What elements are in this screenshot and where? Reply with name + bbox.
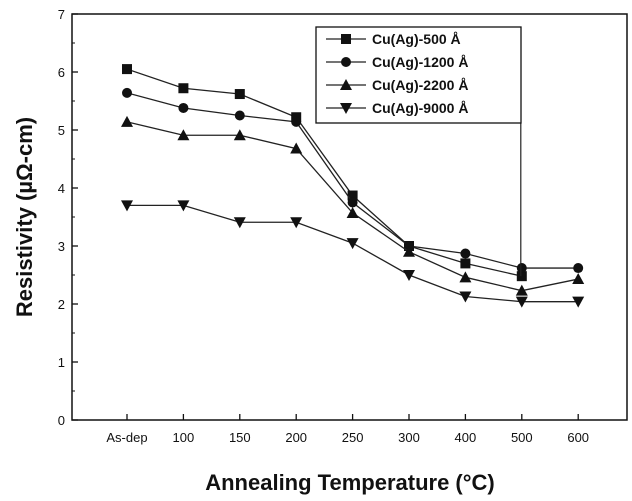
series-4-point (459, 291, 472, 303)
series-3 (121, 115, 585, 296)
series-4-point (233, 217, 246, 229)
x-tick-label: 600 (567, 430, 589, 445)
x-tick-label: 500 (511, 430, 533, 445)
series-4-point (121, 200, 133, 212)
y-tick-label: 4 (58, 181, 65, 196)
series-4-point (403, 270, 415, 281)
series-3-point (459, 271, 472, 283)
series-1-point (234, 89, 245, 100)
series-4-point (177, 200, 190, 212)
series-2-point (516, 263, 527, 274)
y-tick-label: 7 (58, 7, 65, 22)
legend-item: Cu(Ag)-500 Å (326, 31, 461, 47)
series-1-point (122, 64, 132, 75)
x-tick-label: 250 (342, 430, 364, 445)
series-1-point (347, 190, 358, 201)
x-axis-label: Annealing Temperature (°C) (205, 470, 495, 495)
series-4-point (515, 296, 528, 308)
series-4-point (346, 238, 359, 250)
series-3-point (346, 206, 359, 218)
series-3-point (290, 142, 303, 154)
series-layer (121, 64, 585, 308)
series-2-point (178, 102, 189, 113)
x-tick-label: 150 (229, 430, 251, 445)
legend-marker (341, 34, 351, 44)
y-tick-label: 1 (58, 355, 65, 370)
y-axis: 0 1 2 3 4 5 6 7 (58, 7, 78, 428)
series-4 (121, 200, 585, 308)
legend-label: Cu(Ag)-500 Å (372, 31, 461, 47)
legend-item: Cu(Ag)-1200 Å (326, 54, 468, 70)
series-3-point (515, 284, 528, 296)
series-2-point (460, 248, 471, 259)
legend: Cu(Ag)-500 Å Cu(Ag)-1200 Å Cu(Ag)-2200 Å Cu… (315, 26, 522, 124)
series-2-point (122, 87, 132, 98)
series-3-point (403, 245, 415, 257)
series-1-point (516, 271, 527, 282)
series-2-point (347, 197, 358, 208)
series-3-point (572, 273, 585, 285)
legend-marker (341, 57, 351, 67)
series-2-point (291, 116, 302, 127)
legend-label: Cu(Ag)-1200 Å (372, 54, 468, 70)
series-1-point (178, 83, 189, 94)
x-tick-label: 300 (398, 430, 420, 445)
x-tick-label: 400 (455, 430, 477, 445)
series-4-line (127, 204, 579, 303)
legend-label: Cu(Ag)-9000 Å (372, 100, 468, 116)
series-3-point (121, 115, 133, 127)
x-tick-label: As-dep (106, 430, 147, 445)
series-2 (122, 87, 584, 274)
legend-marker (340, 79, 352, 90)
series-1-point (460, 258, 471, 269)
y-axis-label: Resistivity (µΩ-cm) (12, 117, 37, 317)
series-4-point (572, 296, 585, 308)
y-tick-label: 2 (58, 297, 65, 312)
series-2-point (573, 263, 584, 274)
legend-item: Cu(Ag)-2200 Å (326, 77, 468, 93)
series-3-point (177, 129, 190, 141)
y-tick-label: 6 (58, 65, 65, 80)
x-tick-label: 200 (285, 430, 307, 445)
series-1-line (126, 68, 522, 277)
legend-item: Cu(Ag)-9000 Å (326, 100, 468, 116)
x-axis: As-dep 100 150 200 250 300 400 500 600 (106, 414, 589, 445)
legend-label: Cu(Ag)-2200 Å (372, 77, 468, 93)
legend-marker (340, 103, 352, 114)
x-tick-label: 100 (173, 430, 195, 445)
y-tick-label: 0 (58, 413, 65, 428)
series-3-point (233, 129, 246, 141)
series-4-point (290, 217, 303, 229)
y-tick-label: 5 (58, 123, 65, 138)
series-2-point (234, 110, 245, 121)
y-tick-label: 3 (58, 239, 65, 254)
